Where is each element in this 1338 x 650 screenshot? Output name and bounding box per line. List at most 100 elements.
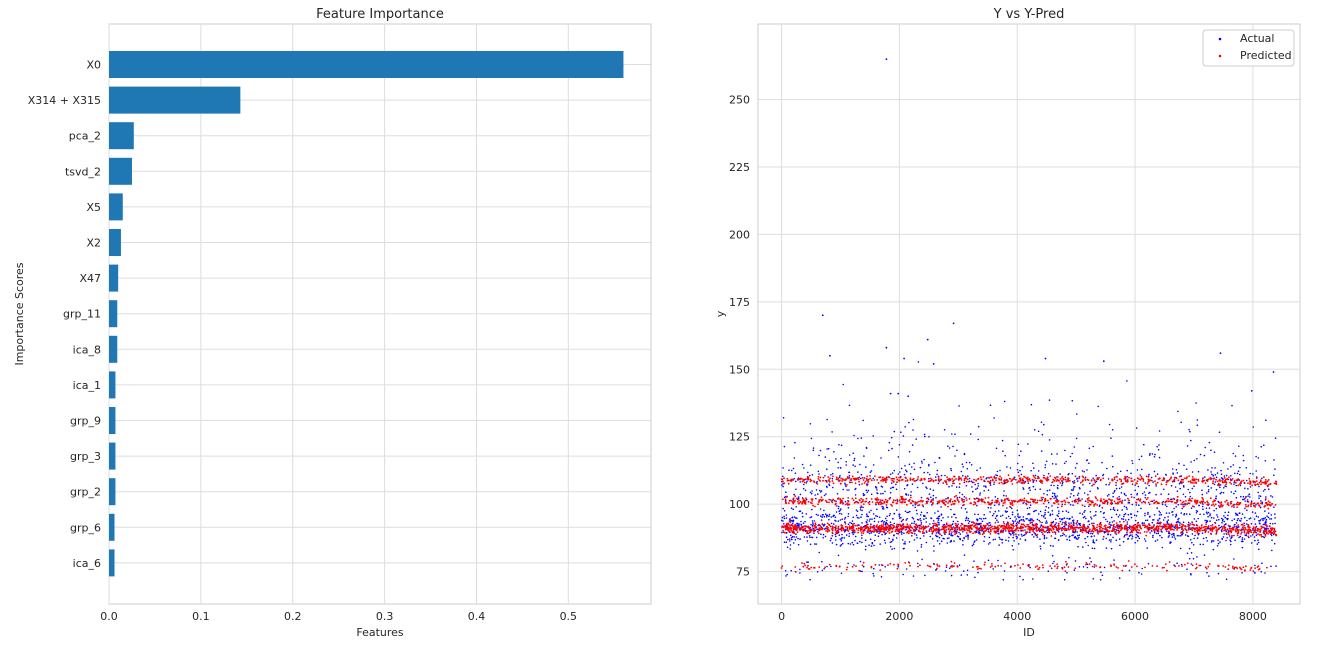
actual-point (861, 522, 863, 524)
predicted-point (980, 499, 983, 502)
actual-point (1247, 488, 1249, 490)
predicted-point (829, 525, 832, 528)
predicted-point (933, 563, 936, 566)
predicted-point (1228, 476, 1230, 478)
actual-point (1187, 488, 1190, 491)
predicted-point (1131, 483, 1134, 486)
predicted-point (1215, 530, 1218, 533)
actual-point (932, 522, 934, 525)
predicted-point (1267, 483, 1270, 486)
predicted-point (1067, 501, 1070, 504)
predicted-point (930, 528, 933, 531)
actual-point (951, 531, 953, 533)
predicted-point (1055, 525, 1057, 528)
predicted-point (1043, 476, 1046, 479)
actual-point (972, 490, 974, 493)
actual-point (1189, 513, 1191, 515)
actual-point (1258, 548, 1260, 551)
actual-point (821, 560, 823, 563)
predicted-point (1093, 479, 1096, 481)
actual-point (1106, 495, 1109, 497)
actual-point (837, 507, 840, 510)
actual-point (920, 460, 923, 463)
predicted-point (1181, 565, 1183, 567)
predicted-point (1145, 475, 1148, 478)
actual-point (1259, 495, 1262, 498)
actual-point (970, 464, 973, 466)
actual-point (825, 516, 828, 518)
actual-point (818, 489, 821, 492)
actual-point (790, 469, 793, 472)
actual-point (1220, 491, 1223, 494)
predicted-point (785, 502, 788, 504)
predicted-point (1256, 502, 1259, 505)
predicted-point (899, 525, 902, 527)
predicted-point (1091, 565, 1094, 568)
predicted-point (1210, 524, 1212, 527)
actual-point (1229, 539, 1231, 541)
predicted-point (1226, 478, 1229, 480)
actual-point (798, 523, 800, 525)
actual-point (848, 532, 851, 535)
predicted-point (991, 525, 993, 528)
actual-point (868, 511, 871, 513)
actual-point (1092, 477, 1094, 480)
actual-point (1120, 492, 1123, 494)
actual-point (1071, 516, 1073, 518)
predicted-point (861, 564, 864, 567)
predicted-point (1215, 527, 1218, 529)
predicted-point (960, 479, 963, 481)
actual-point (1161, 536, 1163, 539)
actual-point (1149, 516, 1151, 518)
actual-point (1113, 559, 1115, 561)
actual-point (1044, 511, 1046, 514)
actual-point (831, 477, 834, 480)
actual-point (1255, 534, 1258, 536)
actual-point (978, 523, 981, 526)
actual-point (1063, 522, 1066, 524)
actual-point (962, 531, 964, 533)
actual-point (1235, 496, 1238, 499)
actual-point (1063, 533, 1065, 536)
actual-point (965, 517, 967, 520)
predicted-point (835, 564, 838, 567)
predicted-point (1087, 479, 1090, 481)
actual-point (832, 486, 834, 489)
actual-point (845, 461, 847, 463)
predicted-point (1212, 482, 1214, 485)
predicted-point (841, 501, 843, 504)
actual-point (993, 417, 995, 419)
chart2-plot-area (757, 23, 1301, 605)
predicted-point (1196, 532, 1199, 534)
actual-point (926, 511, 928, 514)
predicted-point (1021, 478, 1024, 481)
actual-point (964, 508, 967, 510)
predicted-point (927, 525, 930, 528)
actual-point (827, 447, 830, 450)
predicted-point (848, 525, 851, 527)
actual-point (1118, 487, 1121, 490)
predicted-point (906, 503, 908, 506)
actual-point (782, 520, 784, 522)
predicted-point (972, 481, 975, 484)
predicted-point (1002, 482, 1004, 485)
actual-point (1141, 492, 1144, 495)
predicted-point (1036, 530, 1038, 532)
actual-point (1007, 540, 1010, 542)
predicted-point (1247, 524, 1250, 527)
actual-point (893, 522, 895, 525)
actual-point (913, 532, 916, 535)
actual-point (1017, 471, 1020, 474)
predicted-point (1119, 529, 1122, 532)
actual-point (1140, 455, 1143, 458)
actual-point (1029, 504, 1032, 507)
actual-point (1235, 522, 1238, 524)
actual-point (1230, 540, 1232, 543)
actual-point (1169, 542, 1171, 544)
actual-point (789, 548, 791, 550)
actual-point (907, 395, 910, 398)
actual-point (792, 467, 795, 470)
actual-point (1159, 512, 1161, 514)
actual-point (1055, 497, 1057, 499)
actual-point (795, 517, 797, 519)
